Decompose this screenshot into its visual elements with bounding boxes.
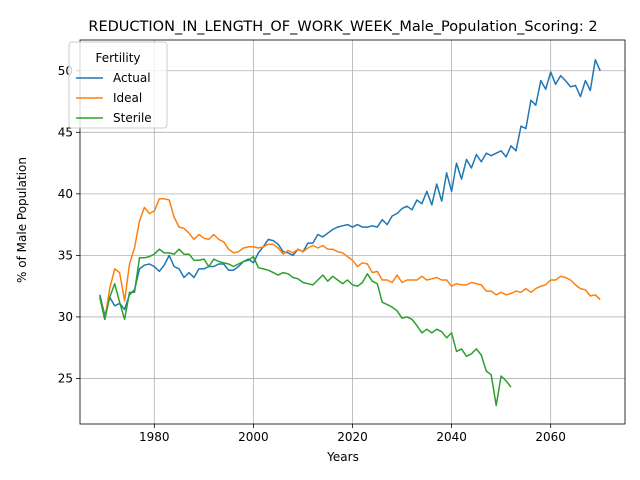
series-line-actual [99,58,601,317]
legend: Fertility Actual Ideal Sterile [68,41,168,129]
y-tick-label: 40 [58,187,73,201]
y-tick-label: 35 [58,248,73,262]
legend-items: Actual Ideal Sterile [76,71,152,125]
y-tick-label: 45 [58,125,73,139]
series-lines [99,58,601,407]
x-tick-label: 2060 [535,430,566,444]
x-axis-label: Years [326,450,359,464]
x-axis: 1980 2000 2020 2040 2060 [139,424,566,444]
y-tick-label: 25 [58,371,73,385]
x-tick-label: 2040 [436,430,467,444]
series-line-ideal [99,198,601,321]
y-axis-label: % of Male Population [15,157,29,283]
series-line-sterile [99,248,512,407]
x-tick-label: 2000 [238,430,269,444]
legend-label-sterile: Sterile [113,111,152,125]
y-tick-label: 30 [58,310,73,324]
legend-box [68,41,168,129]
x-tick-label: 1980 [139,430,170,444]
chart-title: REDUCTION_IN_LENGTH_OF_WORK_WEEK_Male_Po… [88,19,597,35]
x-tick-label: 2020 [337,430,368,444]
grid [80,40,625,424]
legend-label-actual: Actual [113,71,151,85]
legend-label-ideal: Ideal [113,91,142,105]
legend-title: Fertility [95,51,140,65]
